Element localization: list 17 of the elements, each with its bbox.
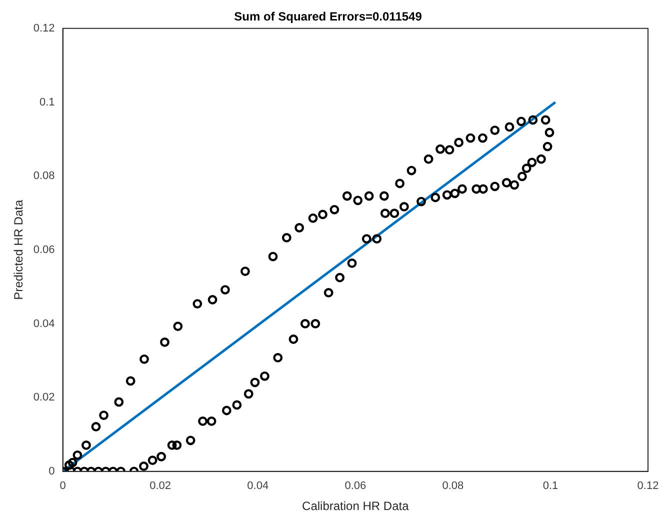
chart-title: Sum of Squared Errors=0.011549 <box>234 10 422 24</box>
y-tick-label: 0.12 <box>33 22 55 34</box>
y-axis-title: Predicted HR Data <box>12 200 26 300</box>
x-tick-label: 0.1 <box>542 480 558 492</box>
x-tick-label: 0.06 <box>344 480 366 492</box>
y-tick-label: 0.08 <box>33 170 55 182</box>
x-tick-label: 0.08 <box>442 480 464 492</box>
x-axis-title: Calibration HR Data <box>302 499 410 514</box>
y-tick-label: 0.02 <box>33 392 55 404</box>
x-tick-label: 0.04 <box>247 480 269 492</box>
y-tick-label: 0 <box>48 465 55 478</box>
x-tick-label: 0.12 <box>637 480 659 492</box>
y-tick-label: 0.1 <box>40 96 55 108</box>
x-tick-label: 0.02 <box>150 480 172 492</box>
x-tick-label: 0 <box>60 480 66 492</box>
y-tick-label: 0.06 <box>33 244 55 256</box>
y-tick-label: 0.04 <box>33 318 55 330</box>
